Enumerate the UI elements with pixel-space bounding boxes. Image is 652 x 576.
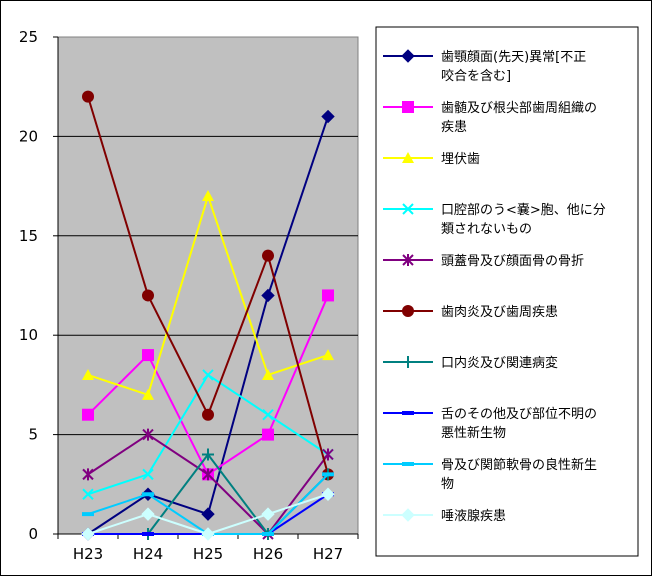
data-point-s3-H26 (262, 368, 274, 380)
data-point-s5-H23 (82, 468, 94, 481)
legend-box (375, 26, 639, 557)
legend-label-2: 疾患 (441, 120, 467, 135)
data-point-s9-H26 (262, 532, 274, 536)
data-point-s6-H24 (142, 289, 154, 302)
data-point-s5-H24 (142, 428, 154, 441)
data-point-s3-H27 (322, 349, 334, 361)
data-point-s10-H23 (81, 527, 95, 541)
legend-swatch-marker-5 (402, 254, 414, 266)
legend-label-9: 物 (441, 477, 454, 492)
legend-label-8: 舌のその他及び部位不明の (441, 407, 597, 422)
data-point-s4-H25 (202, 369, 214, 381)
data-point-s5-H25 (202, 468, 214, 481)
y-tick-label: 15 (19, 227, 38, 245)
data-point-s1-H26 (261, 288, 275, 303)
y-tick-label: 10 (19, 326, 38, 344)
x-tick-label: H25 (193, 545, 223, 563)
legend-label-8: 悪性新生物 (441, 425, 506, 441)
data-point-s4-H26 (262, 409, 274, 421)
legend-label-10: 唾液腺疾患 (441, 509, 506, 524)
y-tick-label: 20 (19, 127, 38, 145)
legend-label-4: 類されないもの (441, 222, 532, 237)
data-point-s1-H27 (321, 109, 335, 124)
legend-swatch-marker-2 (402, 101, 414, 113)
legend-label-2: 歯髄及び根尖部歯周組織の (441, 101, 597, 116)
legend-label-9: 骨及び関節軟骨の良性新生 (441, 457, 597, 473)
data-point-s10-H24 (141, 507, 155, 521)
legend-swatch-marker-10 (401, 508, 415, 522)
legend-label-3: 埋伏歯 (441, 152, 480, 167)
data-point-s2-H24 (142, 349, 154, 362)
x-tick-label: H23 (73, 545, 103, 563)
legend-swatch-marker-8 (402, 411, 414, 415)
y-tick-label: 25 (19, 28, 38, 46)
legend-swatch-marker-4 (402, 203, 414, 215)
y-tick-label: 5 (28, 426, 38, 444)
data-point-s4-H24 (142, 468, 154, 481)
data-point-s10-H26 (261, 507, 275, 521)
data-point-s10-H25 (201, 527, 215, 541)
legend-label-1: 歯顎顔面(先天)異常[不正 (441, 50, 586, 65)
data-point-s8-H24 (142, 532, 154, 536)
data-point-s3-H23 (82, 368, 94, 380)
data-point-s2-H27 (322, 289, 334, 302)
x-tick-label: H27 (313, 545, 343, 563)
legend-swatch-marker-6 (402, 305, 414, 317)
legend-label-6: 歯肉炎及び歯周疾患 (441, 305, 558, 320)
data-point-s3-H24 (142, 388, 154, 400)
legend-label-5: 頭蓋骨及び顔面骨の骨折 (441, 254, 584, 269)
legend-swatch-marker-7 (402, 356, 414, 368)
data-point-s9-H23 (82, 512, 94, 517)
data-point-s3-H25 (202, 190, 214, 202)
data-point-s7-H25 (202, 448, 214, 461)
legend-label-7: 口内炎及び関連病変 (441, 355, 558, 371)
legend-swatch-marker-3 (402, 152, 414, 163)
data-point-s2-H23 (82, 408, 94, 421)
legend-swatch-marker-9 (402, 462, 414, 466)
data-point-s6-H26 (262, 249, 274, 262)
data-point-s1-H25 (201, 507, 215, 521)
data-point-s4-H23 (82, 488, 94, 500)
data-point-s6-H25 (202, 408, 214, 421)
data-point-s10-H27 (321, 487, 335, 501)
x-tick-label: H26 (253, 545, 283, 563)
x-tick-label: H24 (133, 545, 163, 563)
legend-label-4: 口腔部のう<嚢>胞、他に分 (441, 202, 606, 218)
legend-label-1: 咬合を含む] (441, 68, 511, 84)
legend-swatch-marker-1 (401, 49, 415, 63)
data-point-s9-H24 (142, 492, 154, 497)
data-point-s6-H23 (82, 90, 94, 103)
data-point-s2-H26 (262, 428, 274, 441)
data-point-s5-H27 (322, 448, 334, 461)
y-tick-label: 0 (28, 525, 38, 543)
data-point-s9-H27 (322, 472, 334, 477)
